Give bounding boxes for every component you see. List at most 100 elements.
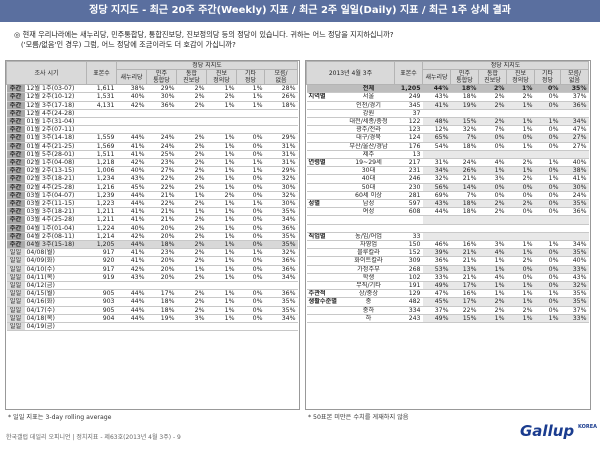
col-sample: 표본수 — [394, 60, 423, 86]
cell-value — [478, 224, 507, 233]
cell-value: 2% — [478, 297, 507, 307]
cell-value: 21% — [146, 207, 177, 217]
cell-value: 0% — [236, 232, 265, 242]
cell-value: 905 — [86, 306, 117, 315]
row-type: 일일 — [6, 248, 25, 258]
cell-value — [116, 117, 147, 127]
cell-value: 21% — [146, 191, 177, 201]
table-row: 주간 03월 4주(25-28) 1,211 41% 21% 2% 1% 0% 34% — [6, 215, 298, 225]
group-label — [306, 207, 343, 217]
cell-value: 24% — [146, 142, 177, 151]
cell-value: 0% — [534, 306, 561, 315]
question-marker: ◎ — [14, 30, 21, 39]
table-row: 일일 04/09(화) 920 41% 20% 2% 1% 0% 36% — [6, 256, 298, 266]
cell-value: 0% — [478, 183, 507, 192]
table-row: 일일 04/15(월) 905 44% 17% 2% 1% 0% 36% — [6, 289, 298, 299]
cell-value: 43% — [116, 273, 147, 283]
cell-value: 13 — [394, 150, 423, 160]
cell-value: 917 — [86, 265, 117, 274]
cell-value: 1,569 — [86, 142, 117, 151]
cell-value — [236, 281, 265, 291]
table-row: 중하 334 37% 22% 2% 2% 0% 37% — [306, 306, 589, 315]
cell-value: 122 — [394, 117, 423, 127]
cell-value: 46% — [422, 240, 451, 250]
row-label: 광주/전라 — [342, 125, 395, 135]
cell-value: 2% — [478, 207, 507, 217]
table-row: 주간 02월 1주(04-08) 1,218 42% 23% 2% 1% 1% 31% — [6, 158, 298, 168]
cell-value: 2% — [176, 215, 207, 225]
cell-value: 19% — [450, 101, 479, 110]
row-type: 주간 — [6, 232, 25, 242]
cell-value — [478, 109, 507, 119]
row-label: 19~29세 — [342, 158, 395, 168]
cell-value: 124 — [394, 133, 423, 143]
table-row: 자영업 150 46% 16% 3% 1% 1% 34% — [306, 240, 589, 250]
cell-value: 37 — [394, 109, 423, 119]
cell-value: 29% — [146, 84, 177, 94]
cell-value: 22% — [146, 199, 177, 209]
cell-value: 30% — [146, 92, 177, 102]
col-group: 정당 지지도 — [421, 60, 590, 71]
table-row: 전체 1,205 44% 18% 2% 1% 0% 35% — [306, 84, 589, 94]
row-period: 02월 2주(13-15) — [24, 166, 87, 176]
cell-value — [560, 232, 589, 242]
cell-value: 45% — [116, 183, 147, 192]
cell-value: 16% — [450, 240, 479, 250]
row-period: 04/17(수) — [24, 306, 87, 315]
group-label: 연령별 — [306, 158, 343, 168]
cell-value: 0% — [236, 191, 265, 201]
cell-value: 14% — [450, 183, 479, 192]
row-label: 50대 — [342, 183, 395, 192]
row-period: 04/10(수) — [24, 265, 87, 274]
cell-value: 1% — [506, 101, 535, 110]
group-label — [306, 166, 343, 176]
cell-value — [146, 322, 177, 332]
row-type: 주간 — [6, 191, 25, 201]
cell-value: 2% — [176, 256, 207, 266]
col-party: 진보 정의당 — [506, 69, 535, 86]
table-row: 화이트칼라 309 36% 21% 1% 2% 0% 40% — [306, 256, 589, 266]
cell-value: 30% — [560, 183, 589, 192]
cell-value: 40% — [116, 224, 147, 233]
row-label: 전체 — [342, 84, 395, 94]
group-label — [306, 150, 343, 160]
col-period: 조사 시기 — [6, 60, 87, 86]
cell-value: 30% — [264, 183, 298, 192]
cell-value: 4,131 — [86, 101, 117, 110]
group-label — [306, 125, 343, 135]
cell-value: 42% — [116, 265, 147, 274]
cell-value: 49% — [422, 314, 451, 324]
cell-value: 0% — [534, 125, 561, 135]
cell-value — [534, 109, 561, 119]
cell-value: 20% — [146, 224, 177, 233]
cell-value: 2% — [506, 256, 535, 266]
cell-value: 176 — [394, 142, 423, 151]
cell-value — [478, 232, 507, 242]
cell-value: 1% — [534, 289, 561, 299]
row-period: 12월 1주(03-07) — [24, 84, 87, 94]
page-title: 정당 지지도 - 최근 20주 주간(Weekly) 지표 / 최근 2주 일일… — [0, 0, 600, 22]
cell-value — [264, 322, 298, 332]
row-label: 자영업 — [342, 240, 395, 250]
row-period: 12월 3주(17-18) — [24, 101, 87, 110]
cell-value: 21% — [450, 174, 479, 184]
cell-value: 608 — [394, 207, 423, 217]
cell-value: 102 — [394, 273, 423, 283]
group-label — [306, 133, 343, 143]
row-type: 일일 — [6, 314, 25, 324]
cell-value: 1% — [206, 273, 237, 283]
row-label: 농/임/어업 — [342, 232, 395, 242]
cell-value: 0% — [236, 265, 265, 274]
cell-value: 0% — [534, 265, 561, 274]
cell-value — [116, 322, 147, 332]
question-line-1: 현재 우리나라에는 새누리당, 민주통합당, 통합진보당, 진보정의당 등의 정… — [22, 30, 394, 39]
table-row: 주간 01월 1주(31-04) — [6, 117, 298, 127]
row-period: 04월 2주(08-11) — [24, 232, 87, 242]
group-label — [306, 117, 343, 127]
row-type: 주간 — [6, 215, 25, 225]
cell-value: 47% — [422, 289, 451, 299]
cell-value: 35% — [264, 232, 298, 242]
cell-value: 0% — [506, 207, 535, 217]
cell-value: 18% — [450, 142, 479, 151]
cell-value: 23% — [146, 158, 177, 168]
